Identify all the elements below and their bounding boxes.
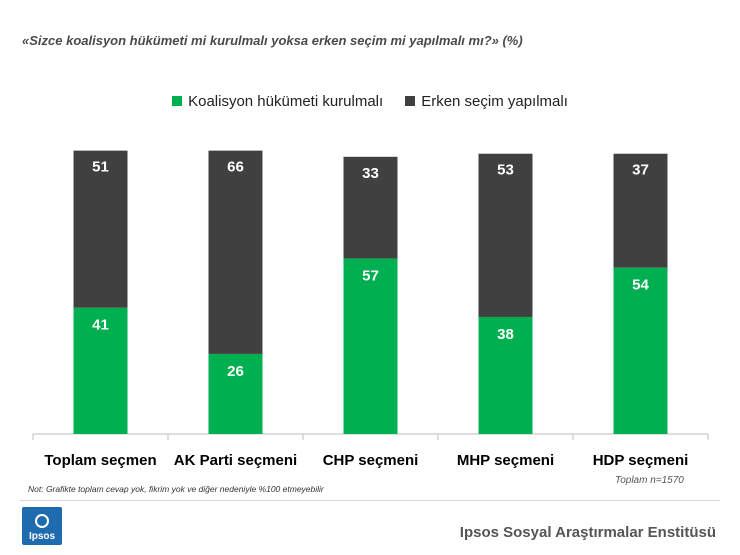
legend-item-koalisyon: Koalisyon hükümeti kurulmalı [172, 93, 383, 110]
sample-size: Toplam n=1570 [615, 475, 684, 486]
data-label-erken-secim: 66 [227, 159, 244, 176]
data-label-koalisyon: 41 [92, 317, 109, 334]
bar-koalisyon [208, 353, 263, 434]
bar-koalisyon [478, 316, 533, 434]
logo-mark-icon [35, 514, 49, 528]
footnote: Not: Grafikte toplam cevap yok, fikrim y… [28, 484, 324, 494]
bar-erken-secim [613, 153, 668, 268]
data-label-erken-secim: 51 [92, 159, 109, 176]
x-tick-label: Toplam seçmen [44, 452, 156, 469]
data-label-koalisyon: 54 [632, 277, 649, 294]
legend-item-erken-secim: Erken seçim yapılmalı [405, 93, 568, 110]
legend-swatch-koalisyon [172, 96, 183, 106]
bar-koalisyon [73, 307, 128, 434]
bar-koalisyon [343, 258, 398, 434]
ipsos-logo: Ipsos [22, 507, 62, 545]
data-label-erken-secim: 53 [497, 162, 514, 179]
institute-name: Ipsos Sosyal Araştırmalar Enstitüsü [459, 524, 716, 541]
legend-label-erken-secim: Erken seçim yapılmalı [421, 92, 568, 110]
bar-erken-secim [208, 150, 263, 354]
logo-text: Ipsos [28, 531, 56, 542]
x-tick-label: AK Parti seçmeni [174, 452, 297, 469]
x-tick-label: CHP seçmeni [323, 452, 419, 469]
bar-erken-secim [73, 150, 128, 308]
legend: Koalisyon hükümeti kurulmalı Erken seçim… [0, 90, 740, 112]
bar-erken-secim [343, 156, 398, 259]
data-label-erken-secim: 33 [362, 165, 379, 182]
bar-koalisyon [613, 267, 668, 434]
stacked-bar-chart: 41 51 Toplam seçmen 26 66 AK Parti seçmeni 57 3… [32, 150, 709, 469]
chart-question: «Sizce koalisyon hükümeti mi kurulmalı y… [22, 33, 523, 48]
footer-divider [20, 500, 720, 501]
legend-swatch-erken-secim [405, 96, 416, 106]
x-tick-label: MHP seçmeni [457, 452, 554, 469]
x-tick-label: HDP seçmeni [593, 452, 689, 469]
data-label-koalisyon: 57 [362, 267, 379, 284]
data-label-erken-secim: 37 [632, 162, 649, 179]
data-label-koalisyon: 38 [497, 326, 514, 343]
legend-label-koalisyon: Koalisyon hükümeti kurulmalı [188, 92, 384, 110]
data-label-koalisyon: 26 [227, 363, 244, 380]
bar-erken-secim [478, 153, 533, 317]
